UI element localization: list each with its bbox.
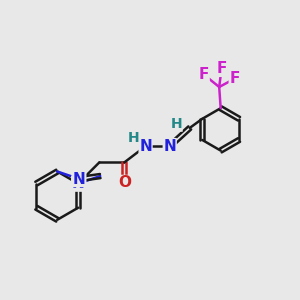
Text: O: O: [118, 176, 131, 190]
Text: H: H: [171, 117, 182, 131]
Text: N: N: [72, 176, 85, 191]
Text: F: F: [216, 61, 227, 76]
Text: N: N: [139, 139, 152, 154]
Text: F: F: [199, 67, 209, 82]
Text: N: N: [73, 172, 86, 187]
Text: F: F: [229, 71, 240, 86]
Text: H: H: [128, 131, 139, 145]
Text: N: N: [164, 139, 176, 154]
